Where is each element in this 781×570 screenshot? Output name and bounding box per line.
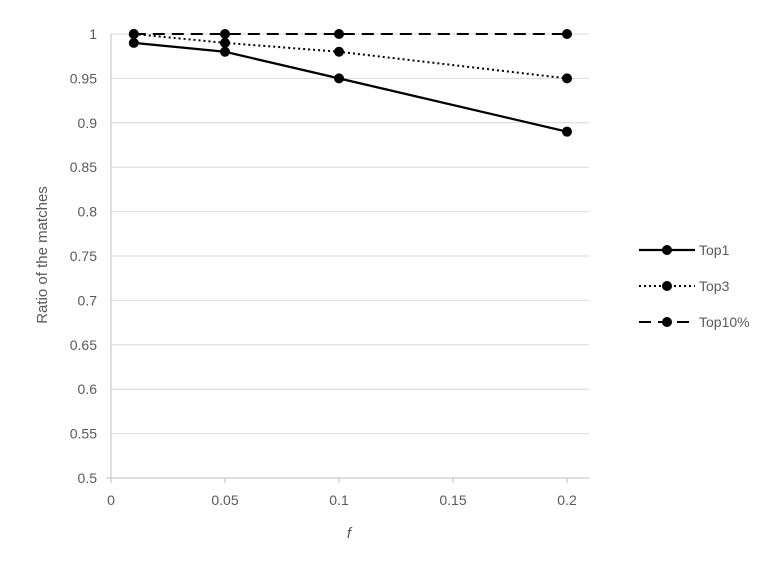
legend-label: Top3 — [699, 278, 730, 294]
x-tick-label: 0 — [107, 492, 115, 508]
data-point — [562, 73, 572, 84]
legend: Top1 Top3 Top10% — [639, 242, 750, 330]
x-axis-title: f — [347, 525, 353, 542]
data-point — [334, 73, 344, 84]
gridlines — [111, 33, 589, 435]
x-tick-label: 0.2 — [557, 492, 577, 508]
data-point — [562, 29, 572, 39]
legend-marker — [662, 245, 672, 255]
x-tick-labels: 0 0.05 0.1 0.15 0.2 — [107, 492, 577, 508]
x-tick-label: 0.1 — [329, 492, 349, 508]
y-tick-label: 0.9 — [78, 115, 98, 131]
data-point — [128, 37, 139, 48]
legend-marker — [662, 281, 672, 291]
data-point — [334, 46, 344, 57]
x-tick-label: 0.15 — [439, 492, 466, 508]
legend-label: Top1 — [699, 242, 730, 258]
axes — [106, 34, 589, 483]
series-line-top3 — [133, 33, 568, 80]
y-tick-label: 0.55 — [70, 426, 97, 442]
data-point — [220, 29, 230, 39]
y-tick-label: 0.7 — [78, 292, 98, 308]
y-tick-label: 0.65 — [70, 337, 97, 353]
data-point — [334, 29, 344, 39]
data-point — [220, 46, 230, 57]
x-tick-label: 0.05 — [211, 492, 238, 508]
y-tick-label: 0.6 — [78, 381, 98, 397]
y-tick-label: 0.95 — [70, 70, 97, 86]
y-tick-label: 0.8 — [78, 204, 98, 220]
series-lines — [128, 29, 572, 137]
data-point — [562, 126, 572, 137]
data-point — [128, 29, 139, 39]
series-line-top1 — [133, 41, 568, 133]
legend-label: Top10% — [699, 314, 750, 330]
legend-marker — [662, 317, 672, 327]
y-tick-label: 0.75 — [70, 248, 97, 264]
y-tick-labels: 0.5 0.55 0.6 0.65 0.7 0.75 0.8 0.85 0.9 0.95 1 — [70, 26, 97, 486]
y-tick-label: 1 — [89, 26, 97, 42]
data-point — [220, 37, 230, 48]
y-tick-label: 0.85 — [70, 159, 97, 175]
y-tick-label: 0.5 — [78, 470, 98, 486]
y-axis-title: Ratio of the matches — [34, 186, 51, 324]
